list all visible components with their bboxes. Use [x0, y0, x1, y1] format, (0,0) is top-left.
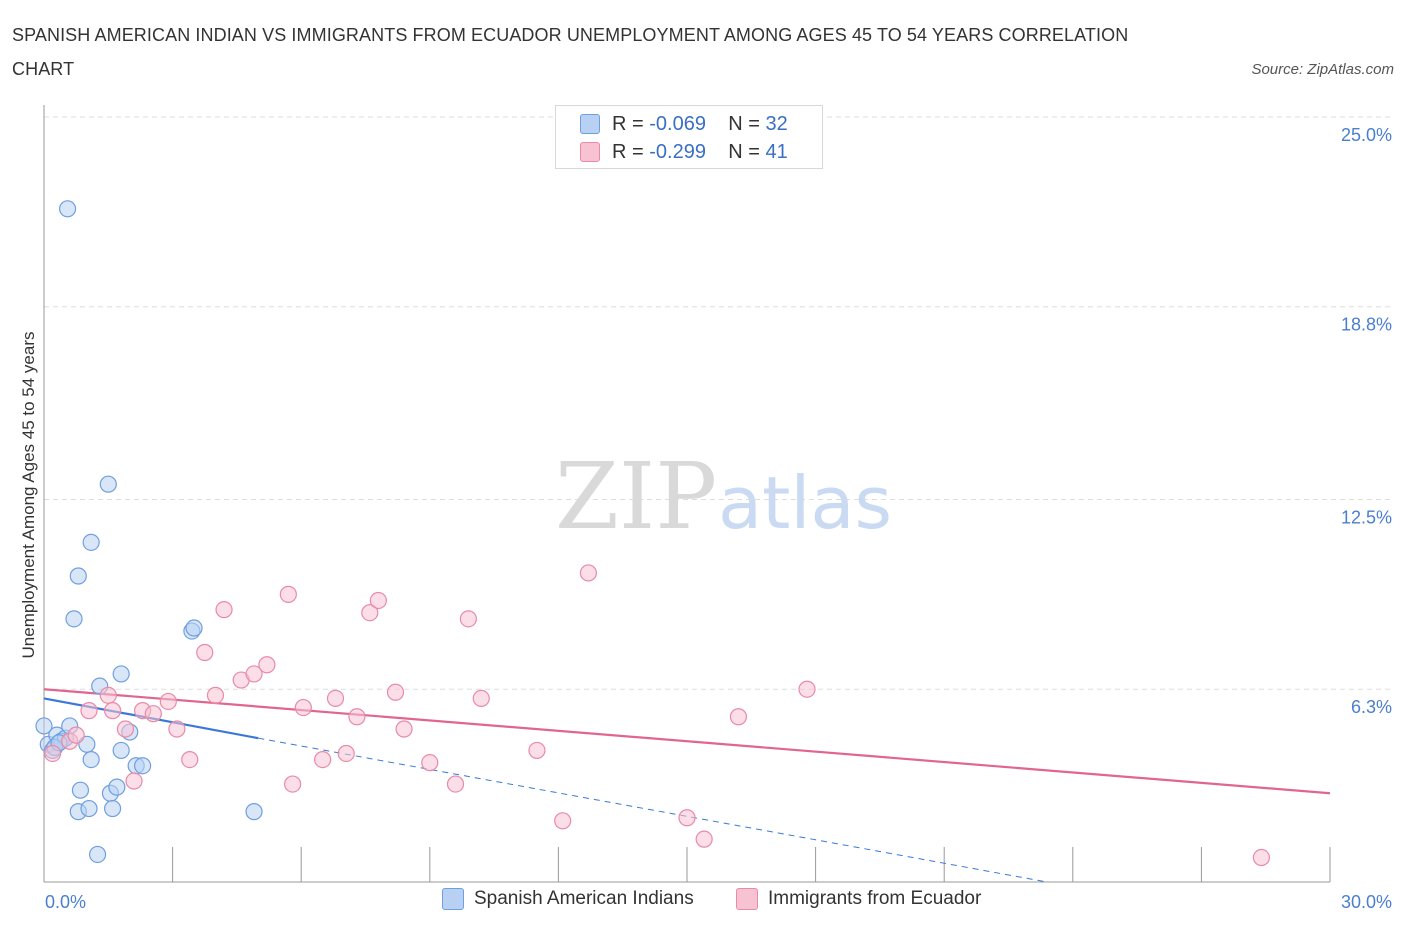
legend-item-immigrants-from-ecuador[interactable]: Immigrants from Ecuador [736, 888, 981, 910]
ecuador-immigrant-point [67, 726, 85, 744]
ecuador-immigrant-point [472, 689, 490, 708]
ecuador-immigrant-point [181, 750, 199, 769]
data-points [35, 200, 1271, 867]
r-value: -0.069 [649, 112, 706, 135]
ecuador-immigrant-point [43, 744, 62, 763]
spanish-american-indian-point [108, 778, 126, 796]
ecuador-immigrant-point [168, 720, 186, 738]
spanish-american-indian-point [35, 717, 53, 735]
pink-swatch [580, 142, 600, 162]
spanish-american-indian-point [88, 845, 107, 864]
ecuador-immigrant-point [196, 643, 214, 662]
spanish-american-indian-point [65, 610, 83, 628]
n-value: 32 [765, 112, 788, 135]
tick-labels: 6.3% 12.5% 18.8% 25.0% 0.0% 30.0% [45, 125, 1392, 912]
spanish-american-indian-point [185, 619, 203, 637]
ecuador-immigrant-point [678, 809, 696, 827]
n-value: 41 [765, 140, 788, 163]
ecuador-immigrant-point [314, 750, 332, 769]
ecuador-immigrant-point [284, 775, 302, 793]
legend-item-spanish-american-indians[interactable]: Spanish American Indians [442, 888, 694, 910]
spanish-american-indian-point [58, 200, 77, 218]
ecuador-immigrant-point [245, 665, 263, 683]
ecuador-immigrant-point [421, 754, 439, 772]
ecuador-immigrant-point [159, 692, 177, 711]
r-label: R = [612, 112, 644, 135]
legend-label: Immigrants from Ecuador [768, 888, 982, 909]
spanish-american-indian-point [112, 741, 130, 760]
correlation-legend: R = -0.069 N = 32 R = -0.299 N = 41 [555, 105, 823, 169]
ecuador-immigrant-point [206, 686, 225, 704]
ecuador-immigrant-point [144, 705, 162, 723]
legend-row-blue: R = -0.069 N = 32 [580, 110, 788, 138]
spanish-american-indian-point [112, 665, 130, 683]
ecuador-immigrant-point [695, 830, 713, 848]
ecuador-immigrant-point [554, 812, 572, 830]
spanish-american-indian-point [71, 781, 90, 799]
axes [43, 105, 1331, 883]
ecuador-immigrant-point [386, 683, 405, 701]
spanish-american-indian-point [69, 567, 87, 585]
ecuador-immigrant-point [116, 720, 135, 738]
r-value: -0.299 [649, 140, 706, 163]
ecuador-immigrant-point [1252, 848, 1271, 867]
ecuador-immigrant-point [258, 656, 276, 674]
spanish-american-indian-point [99, 475, 117, 493]
ecuador-immigrant-point [215, 601, 233, 619]
spanish-american-indians-trendline-extension [258, 737, 1048, 883]
y-tick-label: 18.8% [1341, 315, 1392, 335]
ecuador-immigrant-point [446, 775, 465, 793]
spanish-american-indian-point [133, 757, 152, 775]
y-tick-label: 6.3% [1351, 697, 1392, 717]
y-tick-label: 12.5% [1341, 508, 1392, 528]
chart-title: SPANISH AMERICAN INDIAN VS IMMIGRANTS FR… [12, 25, 1129, 79]
ecuador-immigrant-point [395, 720, 413, 738]
ecuador-immigrant-point [729, 708, 748, 726]
ecuador-immigrant-point [80, 702, 98, 720]
x-tick-label: 0.0% [45, 892, 86, 912]
watermark-zip: ZIP [555, 443, 717, 550]
ecuador-immigrant-point [279, 585, 297, 603]
ecuador-immigrant-point [337, 744, 355, 763]
spanish-american-indian-point [82, 533, 100, 551]
spanish-american-indian-point [80, 799, 98, 818]
n-label: N = [728, 140, 760, 163]
blue-swatch [442, 888, 464, 910]
ecuador-immigrant-point [294, 698, 312, 717]
legend-row-pink: R = -0.299 N = 41 [580, 138, 788, 166]
ecuador-immigrant-point [99, 686, 117, 704]
ecuador-immigrant-point [326, 689, 345, 708]
series-legend: Spanish American Indians Immigrants from… [0, 888, 1406, 916]
blue-swatch [580, 114, 600, 134]
ecuador-immigrant-point [579, 564, 598, 582]
n-label: N = [728, 112, 760, 135]
ecuador-immigrant-point [361, 604, 379, 622]
ecuador-immigrant-point [528, 741, 546, 760]
legend-label: Spanish American Indians [474, 888, 694, 909]
ecuador-immigrant-point [459, 610, 477, 628]
source-credit: Source: ZipAtlas.com [1251, 61, 1394, 78]
ecuador-immigrant-point [125, 772, 143, 790]
ecuador-immigrant-point [348, 708, 366, 726]
y-tick-label: 25.0% [1341, 125, 1392, 145]
ecuador-immigrant-point [369, 591, 387, 610]
spanish-american-indian-point [245, 803, 263, 821]
watermark-atlas: atlas [718, 461, 892, 545]
ecuador-immigrant-point [103, 702, 122, 720]
ecuador-immigrant-point [798, 680, 816, 698]
r-label: R = [612, 140, 644, 163]
spanish-american-indian-point [103, 799, 122, 818]
spanish-american-indian-point [82, 750, 100, 769]
pink-swatch [736, 888, 758, 910]
gridlines [44, 116, 1392, 690]
immigrants-from-ecuador-trendline [43, 688, 1331, 795]
x-tick-label: 30.0% [1341, 892, 1392, 912]
y-axis-label: Unemployment Among Ages 45 to 54 years [19, 332, 38, 659]
